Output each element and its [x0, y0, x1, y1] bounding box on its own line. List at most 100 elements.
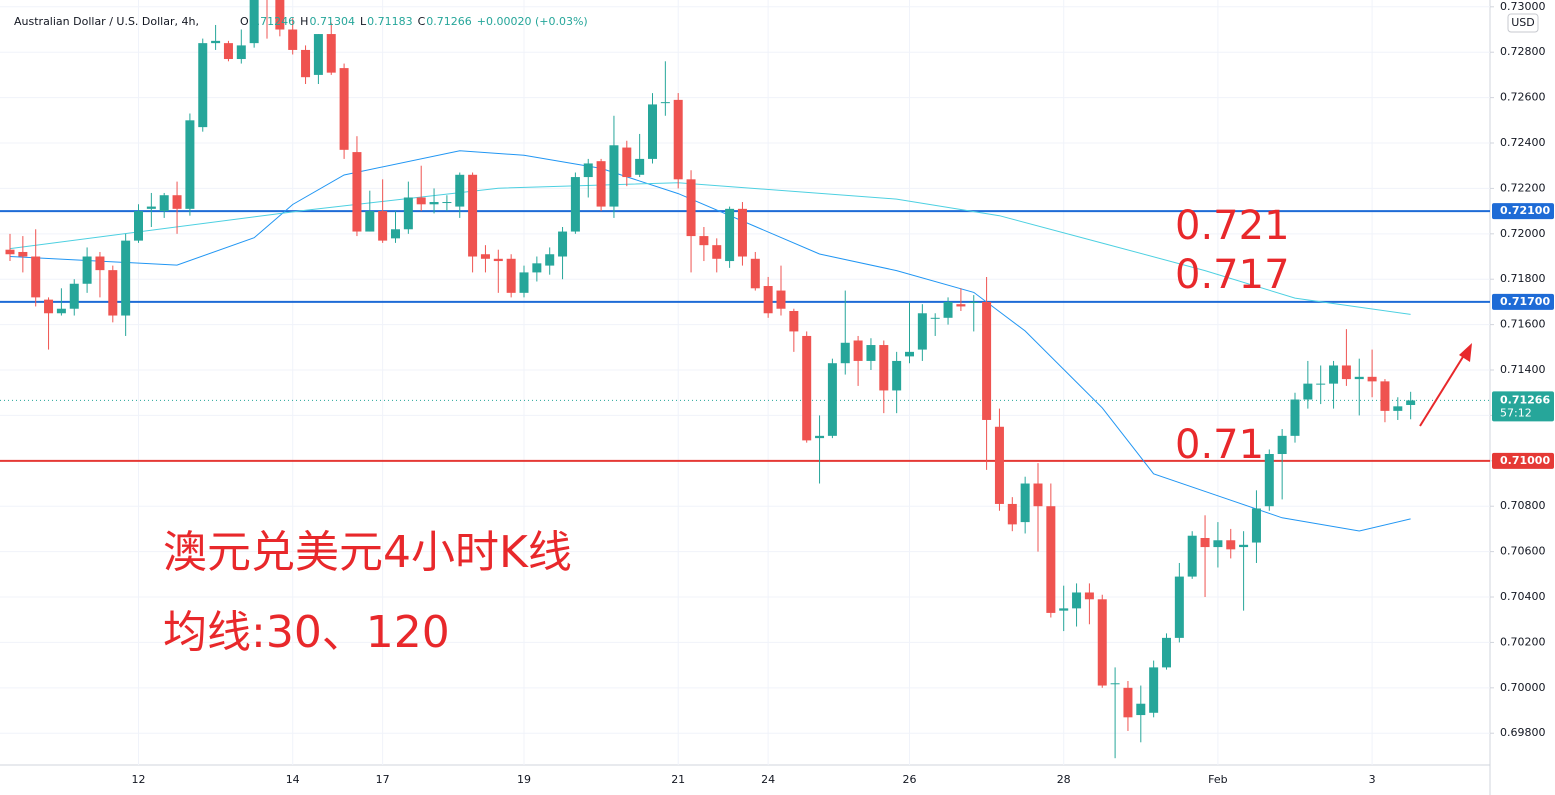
- candle-body: [480, 254, 490, 259]
- candle-body: [1033, 483, 1043, 507]
- y-tick-label: 0.72200: [1500, 181, 1546, 194]
- currency-label[interactable]: USD: [1511, 16, 1535, 29]
- candle-body: [1303, 383, 1313, 400]
- candle-body: [1187, 535, 1197, 577]
- moving-average: [9, 150, 1411, 532]
- candle-body: [712, 245, 722, 259]
- candle-body: [1354, 376, 1364, 380]
- candle-body: [802, 335, 812, 441]
- candle-body: [930, 317, 940, 319]
- candle-body: [391, 229, 400, 239]
- candle-body: [5, 249, 15, 255]
- level-tag-label: 0.71700: [1500, 295, 1550, 308]
- candle-body: [108, 270, 118, 316]
- candle-body: [82, 256, 92, 284]
- candle-body: [969, 301, 979, 303]
- level-tag: [1492, 293, 1554, 310]
- candle-body: [1200, 537, 1210, 548]
- y-tick-label: 0.70000: [1500, 681, 1546, 694]
- x-tick-label: 26: [903, 773, 917, 786]
- ohlc-key: O: [240, 15, 249, 28]
- candle-body: [943, 301, 953, 318]
- candle-body: [1136, 703, 1146, 716]
- candle-body: [879, 345, 889, 391]
- ohlc-key: L: [360, 15, 367, 28]
- candle-body: [1020, 483, 1030, 523]
- candle-body: [545, 254, 555, 266]
- candle-body: [840, 342, 850, 364]
- candle-body: [1264, 454, 1274, 507]
- annotation: 澳元兑美元4小时K线: [163, 527, 572, 578]
- candle-body: [827, 363, 837, 436]
- candle-body: [339, 68, 349, 150]
- y-tick-label: 0.72600: [1500, 91, 1546, 104]
- candle-body: [1290, 399, 1300, 436]
- annotation: 0.717: [1175, 252, 1290, 298]
- candle-body: [288, 29, 298, 50]
- candle-body: [558, 231, 568, 257]
- candle-body: [378, 211, 388, 241]
- level-tag: [1492, 203, 1554, 220]
- candle-body: [275, 0, 285, 30]
- candle-body: [1226, 540, 1236, 550]
- candle-body: [583, 163, 593, 178]
- candle-body: [1149, 667, 1159, 713]
- x-tick-label: 12: [132, 773, 146, 786]
- candle-body: [31, 256, 41, 298]
- candle-body: [493, 258, 503, 262]
- candle-body: [596, 161, 606, 207]
- ohlc-value: 0.71304: [309, 15, 355, 28]
- y-tick-label: 0.70200: [1500, 635, 1546, 648]
- candle-body: [1213, 540, 1223, 548]
- y-tick-label: 0.72800: [1500, 45, 1546, 58]
- y-tick-label: 0.70400: [1500, 590, 1546, 603]
- candle-body: [1123, 687, 1133, 718]
- candle-body: [352, 152, 362, 232]
- ohlc-value: 0.71183: [367, 15, 413, 28]
- y-tick-label: 0.70600: [1500, 545, 1546, 558]
- candle-body: [789, 310, 799, 332]
- candle-body: [622, 147, 632, 178]
- candle-body: [1110, 683, 1120, 685]
- candle-body: [776, 290, 786, 309]
- candle-body: [159, 195, 169, 212]
- y-tick-label: 0.70800: [1500, 499, 1546, 512]
- y-tick-label: 0.71600: [1500, 318, 1546, 331]
- candle-body: [763, 286, 773, 314]
- last-price-label: 0.71266: [1500, 393, 1550, 406]
- candle-body: [365, 211, 375, 232]
- candle-body: [1406, 400, 1416, 405]
- candle-body: [1097, 599, 1107, 686]
- currency-button[interactable]: [1507, 13, 1539, 33]
- candle-body: [570, 177, 580, 232]
- x-tick-label: 28: [1057, 773, 1071, 786]
- candle-body: [455, 174, 465, 207]
- candle-body: [1007, 503, 1017, 525]
- candle-body: [236, 45, 246, 60]
- candle-body: [429, 202, 439, 205]
- candle-body: [172, 195, 182, 209]
- candle-body: [686, 179, 696, 237]
- level-tag-label: 0.72100: [1500, 204, 1550, 217]
- candle-body: [403, 197, 413, 230]
- y-tick-label: 0.73000: [1500, 0, 1546, 13]
- x-tick-label: 14: [286, 773, 300, 786]
- x-tick-label: 24: [761, 773, 775, 786]
- candle-body: [673, 99, 683, 180]
- candle-body: [56, 308, 66, 314]
- last-price-tag: [1492, 391, 1554, 422]
- candle-body: [1393, 406, 1403, 411]
- annotation: 0.721: [1175, 203, 1290, 249]
- candle-body: [18, 251, 28, 257]
- candle-body: [982, 301, 992, 420]
- candle-body: [956, 304, 966, 307]
- candle-body: [69, 283, 79, 309]
- y-tick-label: 0.71800: [1500, 272, 1546, 285]
- candle-body: [853, 340, 863, 361]
- candle-body: [648, 104, 657, 159]
- arrow: [1419, 351, 1467, 427]
- arrow-head: [1459, 343, 1472, 362]
- candle-body: [1380, 381, 1390, 411]
- x-tick-label: 3: [1369, 773, 1376, 786]
